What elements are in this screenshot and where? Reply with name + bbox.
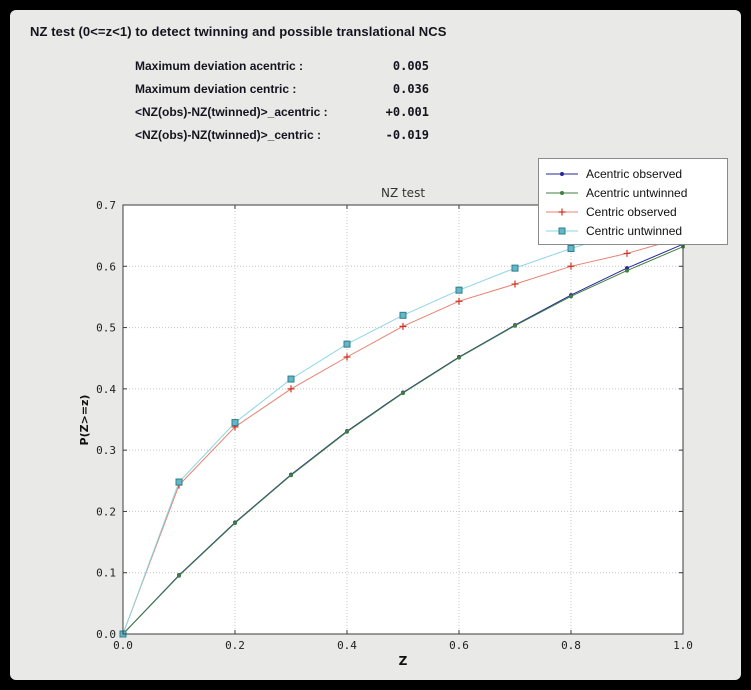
data-point-square	[175, 478, 183, 486]
data-point-plus	[399, 322, 407, 330]
x-tick-label: 0.0	[113, 639, 133, 652]
legend-swatch	[546, 190, 578, 195]
data-point-square	[558, 227, 566, 234]
data-point-dot	[289, 473, 293, 478]
data-point-plus	[567, 262, 575, 270]
x-tick-label: 0.2	[225, 639, 245, 652]
legend-swatch	[546, 227, 578, 234]
data-point-dot	[345, 429, 349, 434]
x-tick-label: 0.6	[449, 639, 469, 652]
data-point-plus	[287, 385, 295, 393]
stat-row: <NZ(obs)-NZ(twinned)>_acentric : +0.001	[135, 100, 429, 123]
stat-label: <NZ(obs)-NZ(twinned)>_centric :	[135, 127, 322, 142]
chart-canvas: 0.0 0.2 0.4 0.6 0.8 1.0 0.0 0.1 0.2 0.3 0.4 0.5 0.6 0…	[78, 186, 693, 668]
data-point-dot	[625, 268, 629, 273]
x-tick-label: 0.8	[561, 639, 581, 652]
data-point-square	[343, 340, 351, 348]
stat-label: Maximum deviation centric :	[135, 81, 297, 96]
data-point-square	[567, 245, 575, 253]
data-point-dot	[569, 294, 573, 299]
data-point-dot	[233, 521, 237, 526]
y-tick-label: 0.5	[96, 322, 116, 335]
legend-label: Centric observed	[586, 204, 677, 219]
legend-item: Centric observed	[545, 202, 721, 221]
x-axis-label: Z	[399, 654, 408, 668]
y-tick-label: 0.0	[96, 628, 116, 641]
data-point-dot	[513, 323, 517, 328]
legend-swatch	[546, 171, 578, 176]
chart-legend: Acentric observed Acentric untwinned Centr…	[538, 158, 728, 245]
data-point-dot	[560, 171, 564, 176]
legend-item: Acentric observed	[545, 164, 721, 183]
stat-value: +0.001	[385, 104, 429, 119]
legend-label: Centric untwinned	[586, 223, 683, 238]
y-tick-label: 0.1	[96, 567, 116, 580]
data-point-plus	[623, 249, 631, 257]
stat-label: Maximum deviation acentric :	[135, 58, 304, 73]
page-title: NZ test (0<=z<1) to detect twinning and …	[30, 24, 447, 39]
nz-test-chart: 0.0 0.2 0.4 0.6 0.8 1.0 0.0 0.1 0.2 0.3 0.4 0.5 0.6 0…	[50, 165, 710, 670]
data-point-square	[511, 264, 519, 272]
x-tick-label: 0.4	[337, 639, 357, 652]
data-point-square	[399, 311, 407, 319]
data-point-square	[231, 419, 239, 427]
data-point-square	[287, 375, 295, 383]
y-tick-label: 0.7	[96, 199, 116, 212]
y-axis-label: P(Z>=z)	[78, 395, 91, 446]
legend-swatch	[546, 208, 578, 215]
data-point-dot	[177, 573, 181, 578]
stat-row: Maximum deviation centric : 0.036	[135, 77, 429, 100]
y-tick-label: 0.6	[96, 260, 116, 273]
stat-row: Maximum deviation acentric : 0.005	[135, 54, 429, 77]
plot-area	[123, 205, 683, 634]
stat-value: -0.019	[385, 127, 429, 142]
data-point-plus	[558, 208, 566, 215]
plot-frame	[122, 204, 684, 635]
data-point-plus	[511, 280, 519, 288]
legend-item: Acentric untwinned	[545, 183, 721, 202]
y-tick-label: 0.2	[96, 505, 116, 518]
stat-label: <NZ(obs)-NZ(twinned)>_acentric :	[135, 104, 328, 119]
y-tick-label: 0.3	[96, 444, 116, 457]
legend-item: Centric untwinned	[545, 221, 721, 240]
data-point-square	[455, 286, 463, 294]
stat-row: <NZ(obs)-NZ(twinned)>_centric : -0.019	[135, 123, 429, 146]
y-tick-label: 0.4	[96, 383, 116, 396]
data-point-plus	[343, 353, 351, 361]
legend-label: Acentric observed	[586, 166, 683, 181]
x-tick-label: 1.0	[673, 639, 693, 652]
legend-label: Acentric untwinned	[586, 185, 688, 200]
data-point-dot	[457, 355, 461, 360]
data-point-dot	[401, 391, 405, 396]
report-window: NZ test (0<=z<1) to detect twinning and …	[10, 10, 741, 680]
stat-value: 0.036	[392, 81, 429, 96]
chart-title: NZ test	[381, 186, 425, 200]
data-point-dot	[560, 190, 564, 195]
data-point-plus	[455, 297, 463, 305]
stat-value: 0.005	[392, 58, 429, 73]
stats-block: Maximum deviation acentric : 0.005 Maxim…	[135, 54, 429, 146]
